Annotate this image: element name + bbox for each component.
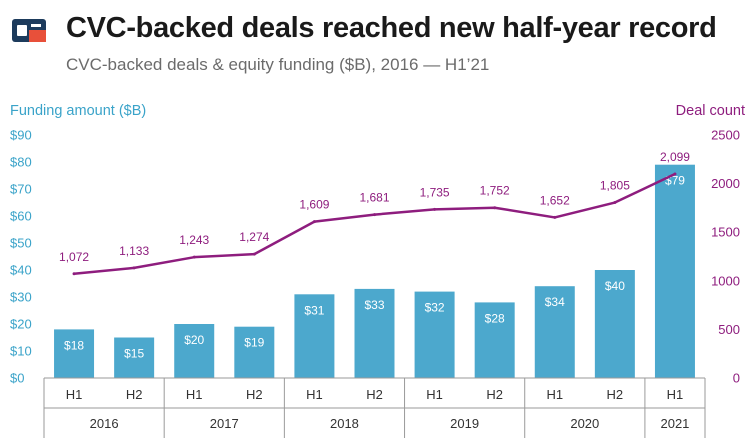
deal-count-label: 1,609 — [299, 198, 329, 212]
x-tick-label: H1 — [306, 387, 323, 402]
x-tick-label: H1 — [546, 387, 563, 402]
year-label: 2020 — [570, 416, 599, 431]
deal-count-point — [553, 215, 557, 219]
left-y-tick-label: $60 — [10, 209, 32, 224]
deal-count-label: 2,099 — [660, 150, 690, 164]
left-y-tick-label: $20 — [10, 317, 32, 332]
deal-count-point — [373, 213, 376, 217]
funding-bar-label: $40 — [605, 279, 625, 293]
deal-count-point — [132, 266, 136, 270]
year-label: 2016 — [90, 416, 119, 431]
deal-count-line — [73, 172, 676, 276]
deal-count-label: 1,805 — [600, 179, 630, 193]
x-tick-label: H2 — [126, 387, 143, 402]
funding-bar — [594, 270, 635, 378]
funding-bar — [474, 302, 515, 378]
funding-bar-label: $19 — [244, 336, 264, 350]
x-tick-label: H2 — [486, 387, 503, 402]
funding-bar — [654, 164, 695, 378]
x-tick-label: H1 — [426, 387, 443, 402]
left-y-tick-label: $0 — [10, 371, 24, 386]
left-y-tick-label: $70 — [10, 182, 32, 197]
deal-count-label: 1,133 — [119, 244, 149, 258]
chart-subtitle: CVC-backed deals & equity funding ($B), … — [66, 55, 490, 74]
deal-count-point — [433, 207, 437, 211]
x-tick-label: H1 — [667, 387, 684, 402]
right-y-tick-label: 1000 — [711, 273, 740, 288]
cb-insights-logo-icon — [12, 19, 46, 42]
deal-count-point — [493, 206, 497, 210]
left-y-tick-label: $90 — [10, 128, 32, 143]
funding-bar — [534, 286, 575, 378]
deal-count-point — [252, 252, 256, 256]
x-tick-label: H2 — [607, 387, 624, 402]
year-label: 2018 — [330, 416, 359, 431]
funding-bar-label: $33 — [364, 298, 384, 312]
funding-bar-label: $18 — [64, 338, 84, 352]
deal-count-label: 1,652 — [540, 193, 570, 207]
funding-bar-label: $31 — [304, 303, 324, 317]
right-axis-title: Deal count — [675, 103, 745, 119]
funding-bar-label: $34 — [545, 295, 565, 309]
funding-bar — [54, 329, 95, 378]
left-y-tick-label: $40 — [10, 263, 32, 278]
funding-bar-label: $15 — [124, 347, 144, 361]
right-y-tick-label: 0 — [733, 371, 740, 386]
funding-bar — [234, 326, 275, 378]
right-y-tick-label: 2000 — [711, 176, 740, 191]
x-tick-label: H2 — [366, 387, 383, 402]
deal-count-label: 1,681 — [359, 191, 389, 205]
left-y-tick-label: $50 — [10, 236, 32, 251]
funding-bar — [174, 324, 215, 378]
funding-bar — [114, 337, 155, 378]
x-tick-label: H1 — [66, 387, 83, 402]
right-y-tick-label: 1500 — [711, 225, 740, 240]
deal-count-point — [673, 172, 677, 176]
deal-count-point — [72, 272, 76, 276]
funding-bar — [354, 288, 395, 378]
left-y-tick-label: $80 — [10, 155, 32, 170]
x-tick-label: H1 — [186, 387, 203, 402]
right-y-tick-label: 2500 — [711, 128, 740, 143]
year-label: 2017 — [210, 416, 239, 431]
funding-bar — [294, 294, 335, 378]
deal-count-label: 1,274 — [239, 230, 269, 244]
left-axis-title: Funding amount ($B) — [10, 103, 147, 119]
funding-bar-label: $28 — [485, 311, 505, 325]
left-y-tick-label: $30 — [10, 290, 32, 305]
deal-count-point — [192, 255, 196, 259]
deal-count-label: 1,735 — [420, 185, 450, 199]
funding-bar-label: $79 — [665, 174, 685, 188]
year-label: 2019 — [450, 416, 479, 431]
deal-count-point — [312, 220, 316, 224]
funding-bar — [414, 291, 455, 378]
right-y-tick-label: 500 — [718, 322, 740, 337]
funding-bar-label: $20 — [184, 333, 204, 347]
left-y-tick-label: $10 — [10, 344, 32, 359]
funding-bar-label: $32 — [425, 301, 445, 315]
deal-count-label: 1,752 — [480, 184, 510, 198]
year-label: 2021 — [660, 416, 689, 431]
deal-count-label: 1,243 — [179, 233, 209, 247]
deal-count-point — [613, 201, 617, 205]
x-tick-label: H2 — [246, 387, 263, 402]
chart-title: CVC-backed deals reached new half-year r… — [66, 12, 717, 44]
deal-count-label: 1,072 — [59, 250, 89, 264]
